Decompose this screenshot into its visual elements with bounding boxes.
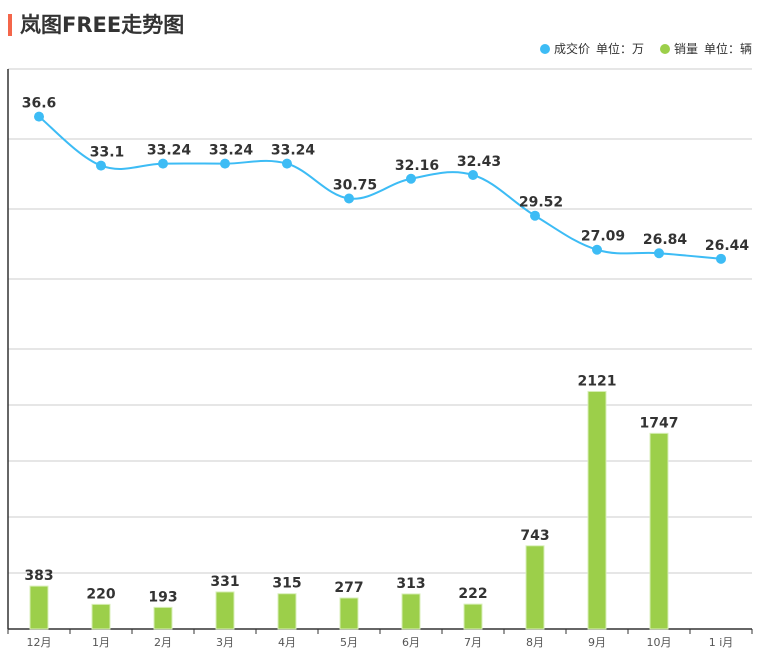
legend-item-price[interactable]: 成交价 单位：万 [539, 40, 644, 57]
bar-value-label: 313 [396, 576, 425, 592]
legend-unit-sales: 单位：辆 [703, 42, 752, 56]
bar-value-label: 277 [334, 580, 363, 596]
x-tick-label: 5月 [340, 636, 358, 649]
price-value-label: 30.75 [333, 178, 377, 194]
price-point [592, 244, 602, 255]
bar [463, 603, 483, 630]
bar [525, 545, 545, 630]
x-tick-label: 1月 [92, 636, 110, 649]
price-point [654, 248, 664, 259]
bar [339, 597, 359, 630]
price-value-label: 33.1 [90, 145, 125, 161]
legend-label-price: 成交价 [553, 42, 590, 56]
bar [277, 593, 297, 630]
bar [91, 603, 111, 630]
title-accent-bar [8, 14, 12, 36]
x-tick-label: 10月 [647, 636, 672, 649]
bar-value-label: 193 [148, 589, 177, 605]
x-tick-label: 1 i月 [709, 636, 734, 649]
legend-dot-sales [659, 43, 670, 54]
bar-value-label: 222 [458, 586, 487, 602]
bar-value-label: 315 [272, 576, 301, 592]
price-value-label: 27.09 [581, 229, 625, 245]
price-value-label: 36.6 [22, 96, 57, 112]
price-value-label: 33.24 [147, 143, 192, 159]
legend-dot-price [539, 43, 550, 54]
bar [401, 593, 421, 630]
x-tick-label: 6月 [402, 636, 420, 649]
x-tick-label: 4月 [278, 636, 296, 649]
price-point [282, 158, 292, 169]
legend-label-sales: 销量 [673, 42, 698, 56]
price-point [530, 210, 540, 221]
price-point [34, 111, 44, 122]
bar-value-label: 220 [86, 586, 115, 602]
x-tick-label: 3月 [216, 636, 234, 649]
bar [215, 591, 235, 630]
bar [587, 390, 607, 630]
bar-value-label: 1747 [640, 415, 679, 431]
legend: 成交价 单位：万 销量 单位：辆 [524, 40, 752, 57]
x-tick-label: 2月 [154, 636, 172, 649]
price-value-label: 32.43 [457, 154, 501, 170]
legend-unit-price: 单位：万 [595, 42, 644, 56]
price-point [220, 158, 230, 169]
x-tick-label: 9月 [588, 636, 606, 649]
price-value-label: 29.52 [519, 195, 563, 211]
chart-title: 岚图FREE走势图 [20, 13, 185, 37]
bar-value-label: 2121 [578, 373, 617, 389]
x-tick-label: 12月 [27, 636, 52, 649]
bar-value-label: 331 [210, 574, 239, 590]
price-point [406, 173, 416, 184]
x-tick-label: 7月 [464, 636, 482, 649]
price-point [96, 160, 106, 171]
bar [649, 432, 669, 630]
legend-item-sales[interactable]: 销量 单位：辆 [659, 40, 752, 57]
price-value-label: 33.24 [271, 143, 316, 159]
price-value-label: 32.16 [395, 158, 439, 174]
price-value-label: 26.44 [705, 238, 750, 254]
bar [153, 606, 173, 630]
bar-value-label: 743 [520, 528, 549, 544]
price-point [468, 169, 478, 180]
price-value-label: 26.84 [643, 232, 688, 248]
price-value-label: 33.24 [209, 143, 254, 159]
bar-value-label: 383 [24, 568, 53, 584]
price-point [716, 253, 726, 264]
price-point [344, 193, 354, 204]
price-point [158, 158, 168, 169]
bar [29, 585, 49, 630]
x-tick-label: 8月 [526, 636, 544, 649]
